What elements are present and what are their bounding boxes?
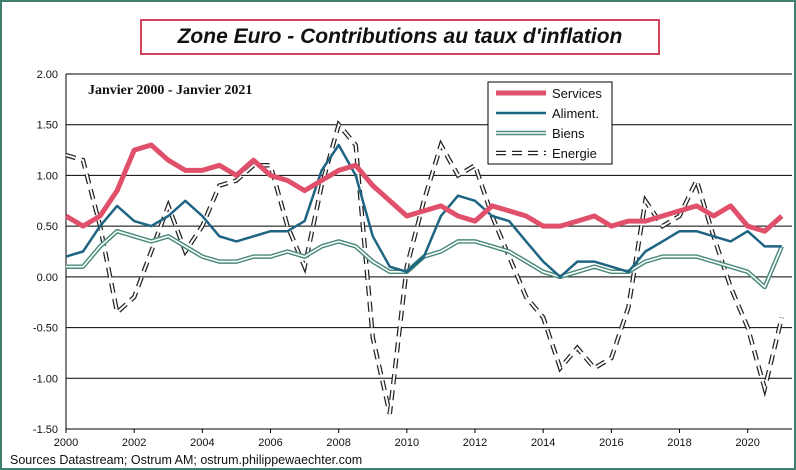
- x-tick-label: 2012: [463, 437, 487, 449]
- legend-label-aliment: Aliment.: [552, 106, 599, 121]
- x-tick-label: 2010: [395, 437, 419, 449]
- y-tick-label: -1.00: [33, 373, 58, 385]
- legend-label-services: Services: [552, 86, 602, 101]
- legend-box: [487, 81, 613, 165]
- x-tick-label: 2006: [258, 437, 282, 449]
- series: [64, 119, 784, 415]
- series-line-aliment: [65, 143, 782, 279]
- x-tick-label: 2016: [599, 437, 623, 449]
- x-tick-label: 2018: [667, 437, 691, 449]
- y-tick-label: -0.50: [33, 323, 58, 335]
- x-tick-label: 2000: [54, 437, 78, 449]
- legend-label-biens: Biens: [552, 126, 585, 141]
- legend: Services Aliment. Biens Energie: [487, 81, 613, 165]
- y-tick-label: 0.00: [37, 272, 58, 284]
- y-tick-label: 0.50: [37, 221, 58, 233]
- chart-subtitle: Janvier 2000 - Janvier 2021: [88, 83, 252, 98]
- series-line-energie-inner: [65, 122, 783, 415]
- y-tick-label: 1.00: [37, 170, 58, 182]
- series-line-energie: [65, 119, 784, 415]
- x-tick-label: 2014: [531, 437, 555, 449]
- chart-title: Zone Euro - Contributions au taux d'infl…: [140, 19, 660, 55]
- y-tick-label: 1.50: [37, 120, 58, 132]
- x-tick-label: 2004: [190, 437, 214, 449]
- x-tick-label: 2008: [326, 437, 350, 449]
- y-tick-label: -1.50: [33, 424, 58, 436]
- source-note: Sources Datastream; Ostrum AM; ostrum.ph…: [10, 453, 363, 467]
- y-tick-label: 2.00: [37, 69, 58, 81]
- series-line-services: [64, 142, 784, 234]
- gridlines: [66, 73, 792, 430]
- x-tick-label: 2020: [735, 437, 759, 449]
- legend-label-energie: Energie: [552, 146, 597, 161]
- x-tick-label: 2002: [122, 437, 146, 449]
